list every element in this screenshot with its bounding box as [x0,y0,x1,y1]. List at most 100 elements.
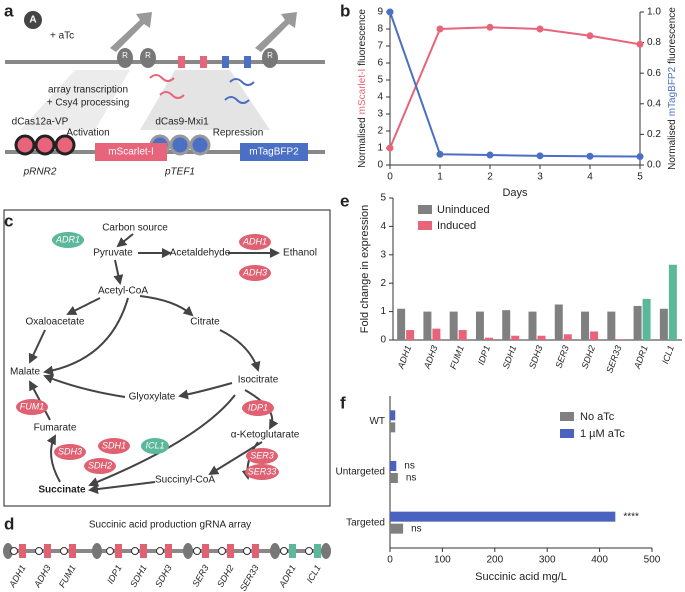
reporter-label: mScarlet-I [108,147,154,158]
x-tick-label: ADH3 [422,344,440,371]
repressor-label: dCas9-Mxi1 [155,117,209,128]
enzyme: SDH1 [102,440,126,450]
point [386,144,394,152]
x-tick-label: 5 [637,172,643,183]
bar [390,410,396,421]
activator [54,134,76,156]
y-tick-label: 1 [380,306,386,317]
y2-tick-label: 1.0 [647,7,661,18]
y-tick-label: 8 [377,24,383,35]
repressor-badge: R [267,51,273,60]
gene: SER3 [190,563,210,588]
point [436,25,444,33]
x-axis-title: Succinic acid mg/L [475,571,567,583]
spacer [3,543,13,559]
repeat [60,547,68,555]
repressor-dcas9 [169,134,191,156]
point [636,40,644,48]
x-tick-label: 0 [387,172,393,183]
x-tick-label: IDP1 [476,344,492,366]
point [586,152,594,160]
arrow [178,382,233,400]
metabolite: Succinyl-CoA [155,475,215,486]
bar [390,523,404,534]
y-tick-label: Targeted [346,517,385,528]
activation: Activation [66,128,109,139]
bar [642,298,651,340]
x-tick-label: 200 [486,555,503,566]
shade [140,70,270,130]
y-tick-label: 6 [377,58,383,69]
gene: FUM1 [57,563,78,589]
y-tick-label: WT [369,416,385,427]
panel-label: f [340,393,346,412]
bar [423,311,432,340]
y-tick-label: 1 [377,143,383,154]
metabolite: Malate [10,367,40,378]
enzyme: ADR1 [55,234,80,244]
y2-tick-label: 0.0 [647,160,661,171]
x-tick-label: 300 [539,555,556,566]
point [536,152,544,160]
y-tick-label: 7 [377,41,383,52]
x-tick-label: 2 [487,172,493,183]
inducer-icon [24,11,42,29]
legend-swatch [418,205,432,214]
arrow [28,329,46,364]
shade [20,70,130,130]
metabolite: Glyoxylate [129,392,176,403]
bar [390,511,616,522]
point [586,32,594,40]
bar [502,310,511,340]
spacer-seq [140,544,147,558]
enzyme: SER33 [248,466,277,476]
x-tick-label: ICL1 [660,344,676,365]
array-element [178,56,185,68]
repeat [156,547,164,555]
arrow [208,441,263,476]
arrow [43,297,129,376]
y-axis-title: Fold change in expression [359,205,371,333]
bar [563,334,572,340]
panel-c: Carbon source Pyruvate Acetaldehyde Etha… [3,209,331,507]
arrow [88,481,156,494]
enzyme-node [98,438,130,454]
arrow [110,12,152,52]
gene: ADH3 [32,563,53,590]
bar [406,330,415,340]
enzyme: ADH1 [242,236,267,246]
metabolite: Ethanol [283,248,317,259]
bar [458,330,467,340]
enzyme-node [52,232,84,248]
spacer-seq [44,544,51,558]
panel-d: Succinic acid production gRNA array ADH1… [3,520,331,592]
activator-label: dCas12a-VP [12,117,69,128]
repressor-dcas9 [189,134,211,156]
arrow [43,374,126,398]
panel-label: a [4,1,14,20]
spacer [92,543,102,559]
repeat [10,547,18,555]
spacer [321,543,331,559]
y-tick-label: 0 [377,160,383,171]
repressor [117,48,133,68]
significance: ns [406,473,417,484]
y-tick-label: 5 [377,75,383,86]
bar [511,335,520,340]
y-tick-label: 9 [377,7,383,18]
y-axis-title: Normalised mTagBFP2 fluorescence [667,7,678,170]
enzyme-node [16,399,48,415]
y-tick-label: 3 [380,249,386,260]
point [486,23,494,31]
activator [14,134,36,156]
gene: IDP1 [105,563,124,585]
spacer [183,543,193,559]
significance: ns [411,523,422,534]
gene: SDH1 [128,563,149,589]
y-tick-label: 0 [380,335,386,346]
x-tick-label: ADH1 [395,344,413,371]
bar [537,335,546,340]
repeat [305,547,313,555]
repressor [140,48,156,68]
spacer-seq [202,544,209,558]
